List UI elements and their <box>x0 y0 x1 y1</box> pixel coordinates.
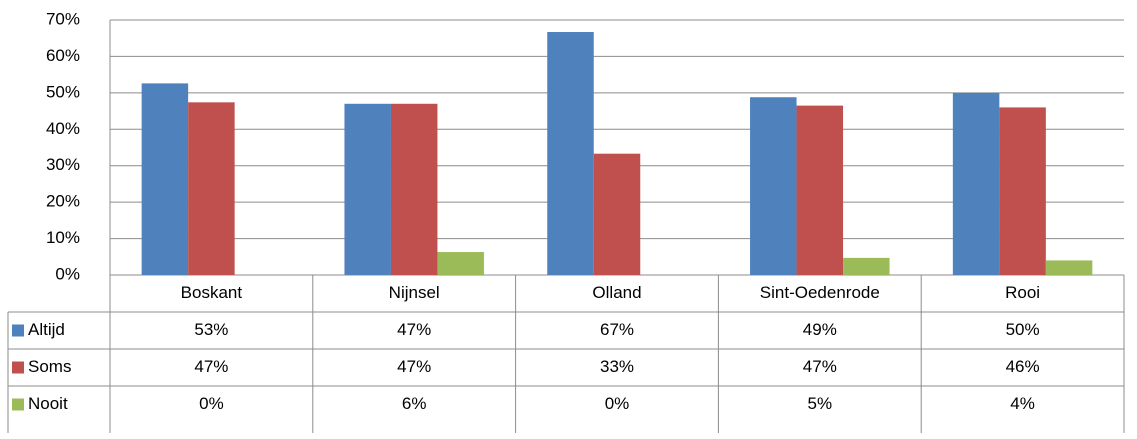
legend-label: Nooit <box>28 394 68 413</box>
table-value: 0% <box>605 394 630 413</box>
y-tick-label: 70% <box>46 9 80 28</box>
bar <box>1045 260 1093 275</box>
bar <box>141 83 189 275</box>
legend-label: Altijd <box>28 320 65 339</box>
bar <box>547 32 594 276</box>
table-value: 47% <box>397 320 431 339</box>
x-tick-label: Boskant <box>181 283 243 302</box>
table-value: 33% <box>600 357 634 376</box>
bar <box>344 103 391 276</box>
table-value: 47% <box>803 357 837 376</box>
legend-key <box>12 361 24 374</box>
y-tick-label: 60% <box>46 46 80 65</box>
bar <box>843 257 890 275</box>
legend-key <box>12 398 24 411</box>
y-tick-label: 40% <box>46 119 80 138</box>
table-value: 67% <box>600 320 634 339</box>
x-tick-label: Rooi <box>1005 283 1040 302</box>
bar <box>999 107 1046 275</box>
table-value: 5% <box>808 394 833 413</box>
table-value: 49% <box>803 320 837 339</box>
x-tick-label: Sint-Oedenrode <box>760 283 880 302</box>
bar <box>188 102 235 275</box>
x-tick-label: Nijnsel <box>389 283 440 302</box>
y-tick-label: 20% <box>46 192 80 211</box>
legend-key <box>12 324 24 337</box>
bar <box>593 153 641 275</box>
table-value: 4% <box>1010 394 1035 413</box>
x-tick-label: Olland <box>592 283 641 302</box>
table-value: 6% <box>402 394 427 413</box>
table-value: 47% <box>397 357 431 376</box>
table-value: 50% <box>1006 320 1040 339</box>
bar <box>437 252 484 275</box>
table-value: 53% <box>194 320 228 339</box>
bar <box>390 103 438 276</box>
legend-label: Soms <box>28 357 71 376</box>
bar <box>750 97 797 275</box>
bar <box>952 92 1000 275</box>
table-value: 47% <box>194 357 228 376</box>
y-tick-label: 30% <box>46 155 80 174</box>
table-value: 46% <box>1006 357 1040 376</box>
bar <box>796 105 844 275</box>
y-tick-label: 10% <box>46 228 80 247</box>
y-tick-label: 0% <box>55 264 80 283</box>
y-tick-label: 50% <box>46 82 80 101</box>
table-value: 0% <box>199 394 224 413</box>
